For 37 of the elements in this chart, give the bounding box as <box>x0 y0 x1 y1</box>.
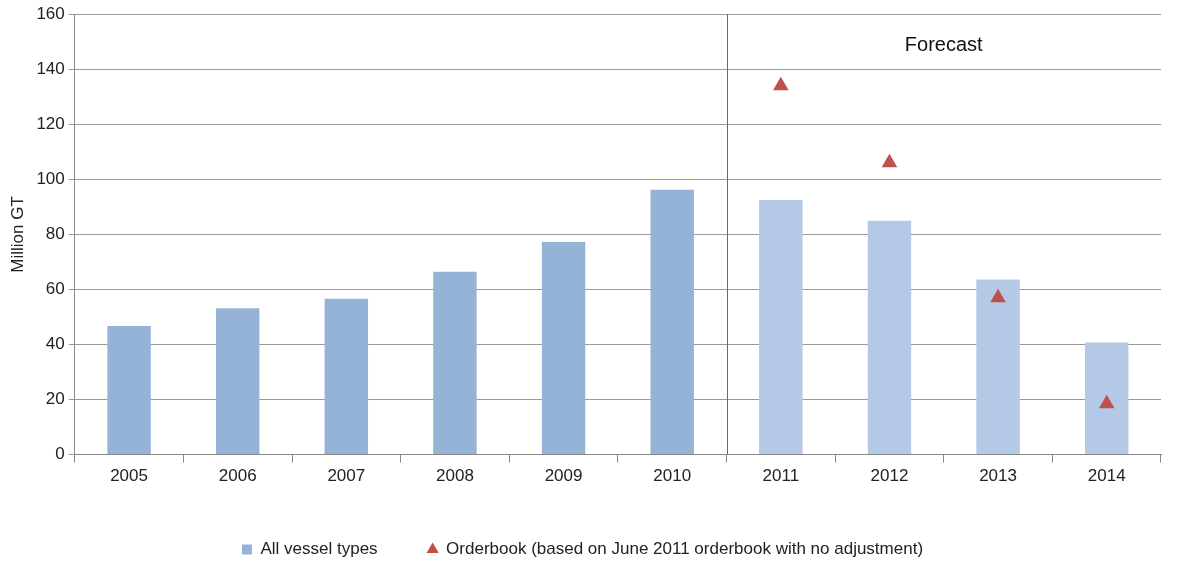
x-tick-label: 2008 <box>436 466 474 486</box>
legend-label: Orderbook (based on June 2011 orderbook with no adjustment) <box>446 539 924 559</box>
x-tick-label: 2013 <box>979 466 1017 486</box>
point <box>773 76 789 91</box>
point <box>1098 394 1115 409</box>
bar <box>867 220 912 455</box>
point <box>990 288 1006 303</box>
x-tick-label: 2005 <box>110 466 148 486</box>
y-tick-label: 0 <box>55 444 65 464</box>
x-tick-label: 2010 <box>653 466 692 486</box>
y-tick-label: 160 <box>36 3 65 23</box>
annotation: Forecast <box>904 32 984 55</box>
point <box>881 153 898 168</box>
y-tick-label: 20 <box>45 389 65 409</box>
x-tick-label: 2012 <box>870 466 909 486</box>
bar <box>324 298 369 455</box>
y-tick-label: 100 <box>36 169 65 189</box>
bar <box>107 326 151 455</box>
x-tick-label: 2006 <box>218 466 257 486</box>
x-tick-label: 2011 <box>762 466 800 486</box>
x-tick-label: 2007 <box>327 466 366 486</box>
bar <box>1084 342 1129 455</box>
y-tick-label: 140 <box>36 58 65 78</box>
y-axis-title: Million GT <box>7 196 27 273</box>
y-tick-label: 40 <box>45 334 65 354</box>
x-tick-label: 2014 <box>1087 466 1126 486</box>
bar <box>433 271 477 455</box>
y-tick-label: 120 <box>36 113 65 133</box>
bar <box>759 199 803 455</box>
y-tick-label: 80 <box>45 224 65 244</box>
legend-label: All vessel types <box>260 539 378 559</box>
bar <box>650 189 694 455</box>
bar <box>215 308 260 455</box>
y-tick-label: 60 <box>45 279 65 299</box>
bar <box>976 279 1020 455</box>
bar <box>541 242 586 455</box>
x-tick-label: 2009 <box>544 466 583 486</box>
